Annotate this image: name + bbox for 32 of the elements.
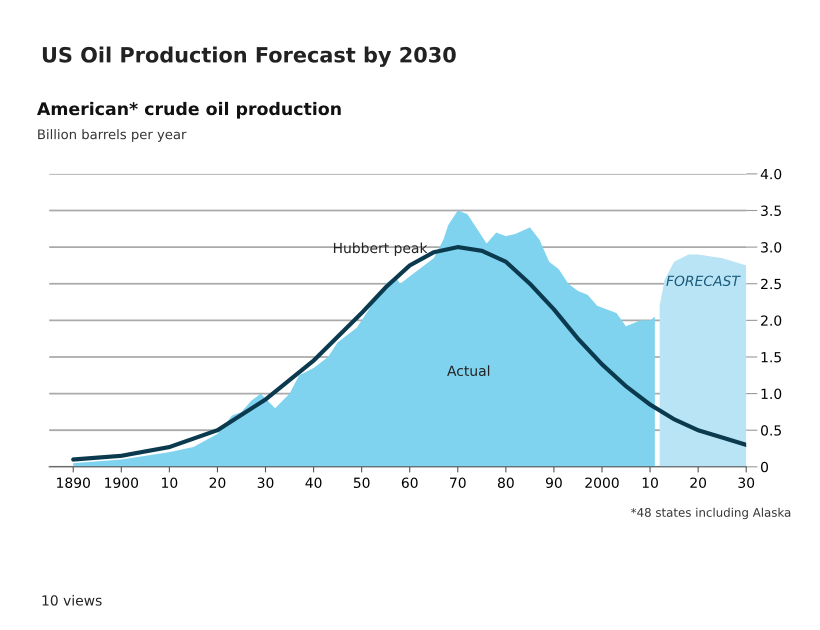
x-tick-label: 70 bbox=[450, 477, 466, 488]
y-tick-label: 1.0 bbox=[762, 388, 782, 400]
x-tick-label: 30 bbox=[738, 477, 754, 488]
y-tick-label: 1.5 bbox=[762, 352, 781, 362]
y-tick-label: 3.5 bbox=[761, 205, 781, 216]
y-tick-label: 0 bbox=[761, 462, 768, 472]
x-tick-label: 2000 bbox=[585, 477, 619, 488]
chart-subtitle: American* crude oil production bbox=[36, 102, 341, 119]
y-axis-title: Billion barrels per year bbox=[38, 129, 186, 142]
x-tick-label: 60 bbox=[402, 477, 418, 488]
x-tick-label: 20 bbox=[690, 477, 706, 488]
x-tick-label: 10 bbox=[642, 477, 658, 488]
x-tick-label: 40 bbox=[305, 477, 322, 488]
y-tick-label: 0.5 bbox=[761, 425, 781, 436]
chart-title: US Oil Production Forecast by 2030 bbox=[42, 46, 456, 67]
x-tick-label: 80 bbox=[498, 477, 514, 488]
x-tick-label: 10 bbox=[162, 477, 178, 488]
y-tick-label: 4.0 bbox=[760, 168, 782, 180]
y-tick-label: 2.0 bbox=[761, 315, 782, 326]
text: 10 views bbox=[42, 594, 102, 606]
text: *48 states including Alaska bbox=[631, 508, 790, 520]
x-tick-label: 1890 bbox=[57, 477, 90, 488]
y-tick-label: 2.5 bbox=[761, 278, 781, 290]
x-tick-label: 90 bbox=[546, 477, 562, 488]
series-label: Hubbert peak bbox=[334, 242, 428, 256]
x-tick-label: 30 bbox=[258, 477, 274, 488]
x-tick-label: 1900 bbox=[105, 477, 138, 488]
series-label: Actual bbox=[447, 365, 490, 376]
x-tick-label: 50 bbox=[354, 477, 370, 488]
x-tick-label: 20 bbox=[210, 477, 226, 488]
y-tick-label: 3.0 bbox=[761, 242, 782, 253]
series-label: FORECAST bbox=[666, 276, 741, 286]
